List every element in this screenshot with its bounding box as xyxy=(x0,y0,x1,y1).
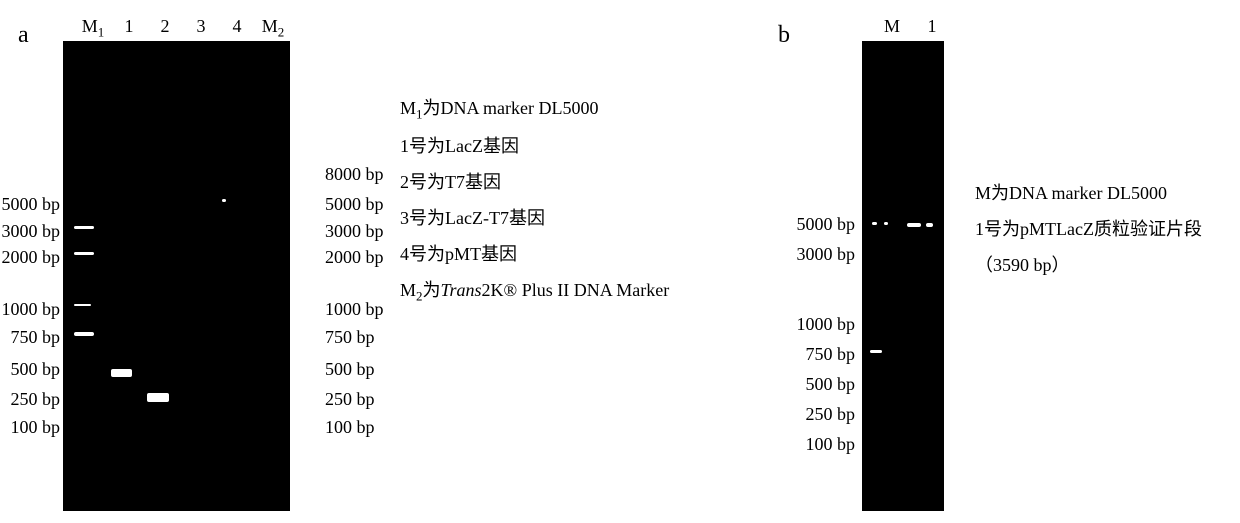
legend-b: M为DNA marker DL50001号为pMTLacZ质粒验证片段（3590… xyxy=(975,175,1202,283)
ladder-label: 8000 bp xyxy=(325,165,384,183)
ladder-label: 3000 bp xyxy=(797,245,856,263)
legend-line: 2号为T7基因 xyxy=(400,164,669,200)
gel-band xyxy=(147,393,169,402)
ladder-label: 5000 bp xyxy=(797,215,856,233)
legend-line: 3号为LacZ-T7基因 xyxy=(400,200,669,236)
gel-band xyxy=(74,304,91,306)
lane-header: 2 xyxy=(147,16,183,41)
ladder-label: 250 bp xyxy=(806,405,856,423)
ladder-label: 500 bp xyxy=(11,360,61,378)
ladder-label: 250 bp xyxy=(11,390,61,408)
ladder-label: 100 bp xyxy=(325,418,375,436)
panel-a-label: a xyxy=(18,22,29,49)
legend-line: （3590 bp） xyxy=(975,247,1202,283)
lane-header: 3 xyxy=(183,16,219,41)
lane-header: 1 xyxy=(111,16,147,41)
legend-line: 1号为LacZ基因 xyxy=(400,128,669,164)
ladder-label: 2000 bp xyxy=(2,248,61,266)
gel-band xyxy=(870,350,882,353)
ladder-label: 1000 bp xyxy=(325,300,384,318)
ladder-label: 750 bp xyxy=(325,328,375,346)
legend-line: M为DNA marker DL5000 xyxy=(975,175,1202,211)
gel-band xyxy=(884,222,888,225)
lane-headers-b: M1 xyxy=(872,16,952,37)
gel-band xyxy=(222,199,226,202)
ladder-label: 3000 bp xyxy=(325,222,384,240)
gel-band xyxy=(907,223,921,227)
lane-header: M2 xyxy=(255,16,291,41)
ladder-label: 500 bp xyxy=(806,375,856,393)
gel-image-a xyxy=(63,41,290,511)
legend-line: M1为DNA marker DL5000 xyxy=(400,90,669,128)
lane-header: 4 xyxy=(219,16,255,41)
legend-line: 1号为pMTLacZ质粒验证片段 xyxy=(975,211,1202,247)
gel-band xyxy=(74,252,94,255)
ladder-label: 750 bp xyxy=(806,345,856,363)
ladder-label: 1000 bp xyxy=(797,315,856,333)
lane-header: M xyxy=(872,16,912,37)
ladder-label: 5000 bp xyxy=(325,195,384,213)
gel-band xyxy=(111,369,132,377)
legend-line: M2为Trans2K® Plus II DNA Marker xyxy=(400,272,669,310)
lane-headers-a: M11234M2 xyxy=(75,16,291,41)
ladder-label: 500 bp xyxy=(325,360,375,378)
lane-header: 1 xyxy=(912,16,952,37)
panel-b-label: b xyxy=(778,22,790,49)
gel-band xyxy=(74,332,94,336)
lane-header: M1 xyxy=(75,16,111,41)
ladder-label: 100 bp xyxy=(11,418,61,436)
legend-a: M1为DNA marker DL50001号为LacZ基因2号为T7基因3号为L… xyxy=(400,90,669,309)
ladder-label: 1000 bp xyxy=(2,300,61,318)
ladder-label: 5000 bp xyxy=(2,195,61,213)
ladder-label: 100 bp xyxy=(806,435,856,453)
gel-band xyxy=(872,222,877,225)
legend-line: 4号为pMT基因 xyxy=(400,236,669,272)
ladder-label: 250 bp xyxy=(325,390,375,408)
ladder-label: 2000 bp xyxy=(325,248,384,266)
ladder-label: 3000 bp xyxy=(2,222,61,240)
gel-band xyxy=(74,226,94,229)
ladder-label: 750 bp xyxy=(11,328,61,346)
gel-band xyxy=(926,223,933,227)
gel-image-b xyxy=(862,41,944,511)
